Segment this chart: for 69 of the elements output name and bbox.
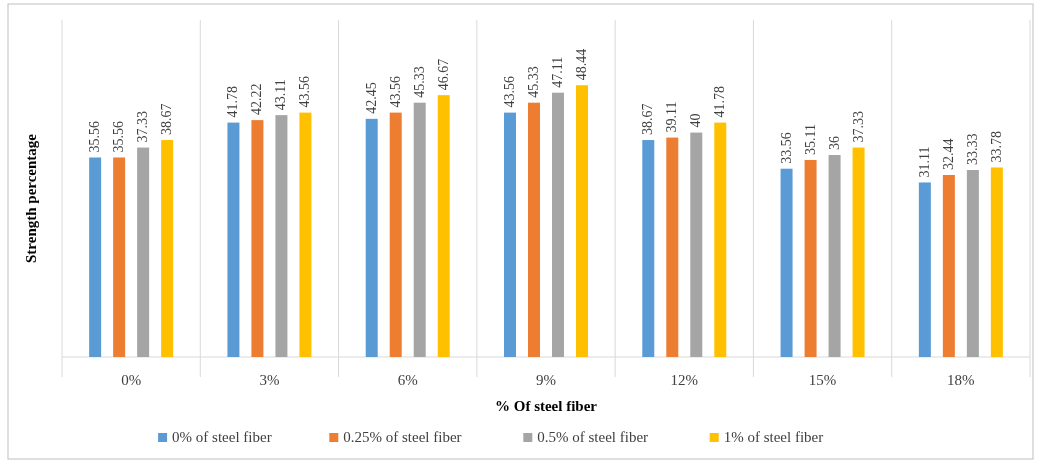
data-label: 42.45: [363, 82, 379, 114]
bar: [299, 112, 312, 357]
bar: [251, 120, 264, 357]
bar: [552, 92, 564, 357]
bar: [780, 168, 793, 357]
data-label: 42.22: [249, 83, 265, 116]
data-label: 45.33: [411, 66, 427, 98]
bar: [642, 140, 655, 357]
data-label: 33.33: [964, 133, 980, 165]
bar: [275, 115, 288, 357]
bar: [576, 85, 588, 357]
bar: [942, 174, 955, 357]
data-label: 38.67: [640, 103, 656, 136]
data-label: 31.11: [916, 146, 932, 178]
bar: [804, 160, 817, 357]
bar: [389, 112, 402, 357]
legend-label: 0% of steel fiber: [172, 429, 272, 445]
legend-label: 1% of steel fiber: [723, 429, 824, 445]
data-label: 33.56: [778, 132, 794, 164]
data-label: 35.56: [87, 120, 103, 153]
data-label: 35.56: [111, 120, 127, 153]
data-label: 38.67: [159, 103, 175, 136]
bar: [852, 147, 865, 357]
bar: [714, 122, 727, 357]
bar: [528, 102, 540, 357]
bar: [365, 118, 378, 357]
data-label: 43.56: [387, 76, 403, 108]
data-label: 32.44: [940, 138, 956, 170]
x-tick-label: 12%: [670, 372, 699, 388]
data-label: 48.44: [574, 48, 589, 81]
data-label: 35.11: [802, 124, 818, 156]
data-label: 41.78: [712, 86, 728, 118]
bar: [690, 132, 703, 357]
bar: [137, 147, 150, 357]
bar: [437, 95, 450, 357]
bar: [113, 157, 126, 357]
data-label: 45.33: [526, 66, 541, 98]
data-label: 47.11: [550, 56, 565, 88]
x-tick-label: 3%: [259, 372, 280, 388]
legend-label: 0.5% of steel fiber: [537, 429, 649, 445]
data-label: 43.56: [297, 76, 313, 108]
legend-label: 0.25% of steel fiber: [343, 429, 462, 445]
data-label: 39.11: [664, 101, 680, 133]
x-tick-label: 15%: [808, 372, 837, 388]
bar: [161, 140, 174, 357]
data-label: 41.78: [225, 86, 241, 118]
data-label: 37.33: [850, 111, 866, 143]
data-label: 43.56: [502, 76, 517, 108]
data-label: 36: [826, 136, 842, 151]
bar: [966, 170, 979, 357]
data-label: 37.33: [135, 111, 151, 143]
data-label: 43.11: [273, 79, 289, 111]
bar: [990, 167, 1003, 357]
bar: [227, 122, 240, 357]
x-tick-label: 6%: [397, 372, 418, 388]
x-tick-label: 9%: [536, 372, 556, 388]
data-label: 46.67: [435, 58, 451, 91]
x-tick-label: 0%: [121, 372, 142, 388]
data-label: 33.78: [988, 130, 1004, 163]
bar: [89, 157, 102, 357]
bar: [504, 112, 516, 357]
bar: [918, 182, 931, 357]
data-label: 40: [688, 113, 704, 128]
x-axis-title: % Of steel fiber: [494, 398, 598, 414]
x-tick-label: 18%: [947, 372, 975, 388]
bar: [828, 155, 841, 357]
y-axis-title: Strength percentage: [23, 133, 39, 264]
bar: [413, 102, 426, 357]
bar: [666, 137, 679, 357]
